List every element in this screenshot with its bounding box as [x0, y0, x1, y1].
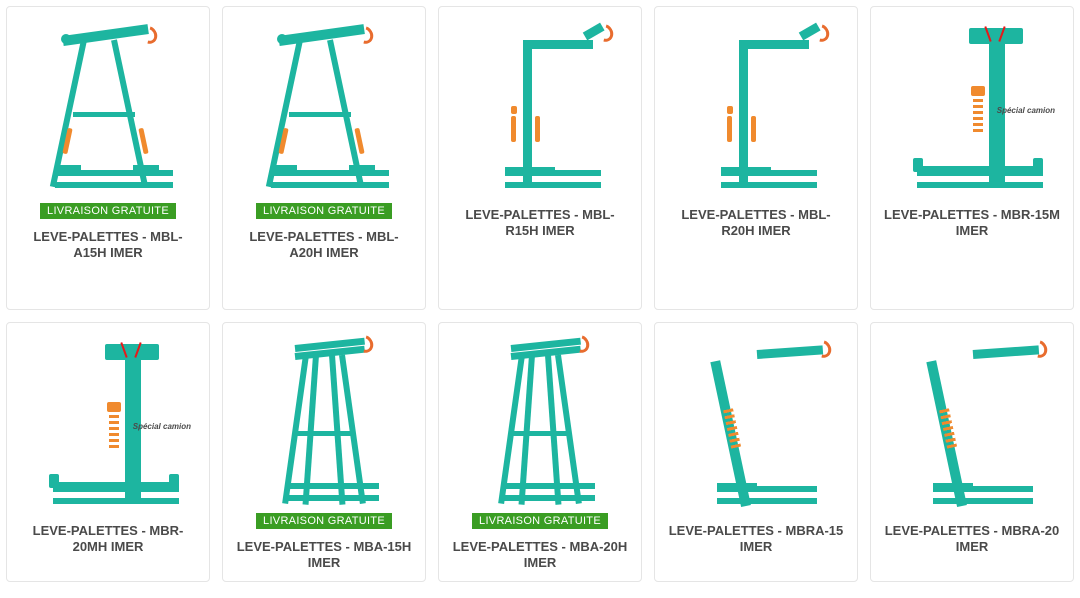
product-title[interactable]: LEVE-PALETTES - MBRA-15 IMER	[661, 523, 851, 556]
free-shipping-badge: LIVRAISON GRATUITE	[256, 203, 392, 219]
product-card[interactable]: LIVRAISON GRATUITE LEVE-PALETTES - MBA-15…	[222, 322, 426, 582]
product-image	[445, 331, 635, 511]
product-card[interactable]: LIVRAISON GRATUITE LEVE-PALETTES - MBL-A2…	[222, 6, 426, 310]
product-image: Spécial camion	[877, 15, 1067, 201]
product-overlay-text: Spécial camion	[997, 106, 1055, 115]
product-overlay-text: Spécial camion	[133, 422, 191, 431]
product-image	[229, 331, 419, 511]
product-card[interactable]: LIVRAISON GRATUITE LEVE-PALETTES - MBL-A1…	[6, 6, 210, 310]
product-title[interactable]: LEVE-PALETTES - MBL-R20H IMER	[661, 207, 851, 240]
product-card[interactable]: LEVE-PALETTES - MBRA-20 IMER	[870, 322, 1074, 582]
product-title[interactable]: LEVE-PALETTES - MBA-20H IMER	[445, 539, 635, 572]
free-shipping-badge: LIVRAISON GRATUITE	[256, 513, 392, 529]
product-title[interactable]: LEVE-PALETTES - MBL-A20H IMER	[229, 229, 419, 262]
product-card[interactable]: LEVE-PALETTES - MBL-R20H IMER	[654, 6, 858, 310]
product-title[interactable]: LEVE-PALETTES - MBRA-20 IMER	[877, 523, 1067, 556]
product-image	[877, 331, 1067, 517]
free-shipping-badge: LIVRAISON GRATUITE	[40, 203, 176, 219]
product-image	[445, 15, 635, 201]
product-title[interactable]: LEVE-PALETTES - MBA-15H IMER	[229, 539, 419, 572]
product-card[interactable]: LIVRAISON GRATUITE LEVE-PALETTES - MBA-20…	[438, 322, 642, 582]
product-image	[229, 15, 419, 201]
product-card[interactable]: LEVE-PALETTES - MBRA-15 IMER	[654, 322, 858, 582]
product-grid: LIVRAISON GRATUITE LEVE-PALETTES - MBL-A1…	[0, 0, 1080, 588]
product-image: Spécial camion	[13, 331, 203, 517]
product-image	[661, 331, 851, 517]
product-title[interactable]: LEVE-PALETTES - MBR-15M IMER	[877, 207, 1067, 240]
product-card[interactable]: Spécial camion LEVE-PALETTES - MBR-15M I…	[870, 6, 1074, 310]
product-card[interactable]: LEVE-PALETTES - MBL-R15H IMER	[438, 6, 642, 310]
product-card[interactable]: Spécial camion LEVE-PALETTES - MBR-20MH …	[6, 322, 210, 582]
product-image	[13, 15, 203, 201]
product-title[interactable]: LEVE-PALETTES - MBR-20MH IMER	[13, 523, 203, 556]
product-title[interactable]: LEVE-PALETTES - MBL-R15H IMER	[445, 207, 635, 240]
product-image	[661, 15, 851, 201]
product-title[interactable]: LEVE-PALETTES - MBL-A15H IMER	[13, 229, 203, 262]
free-shipping-badge: LIVRAISON GRATUITE	[472, 513, 608, 529]
